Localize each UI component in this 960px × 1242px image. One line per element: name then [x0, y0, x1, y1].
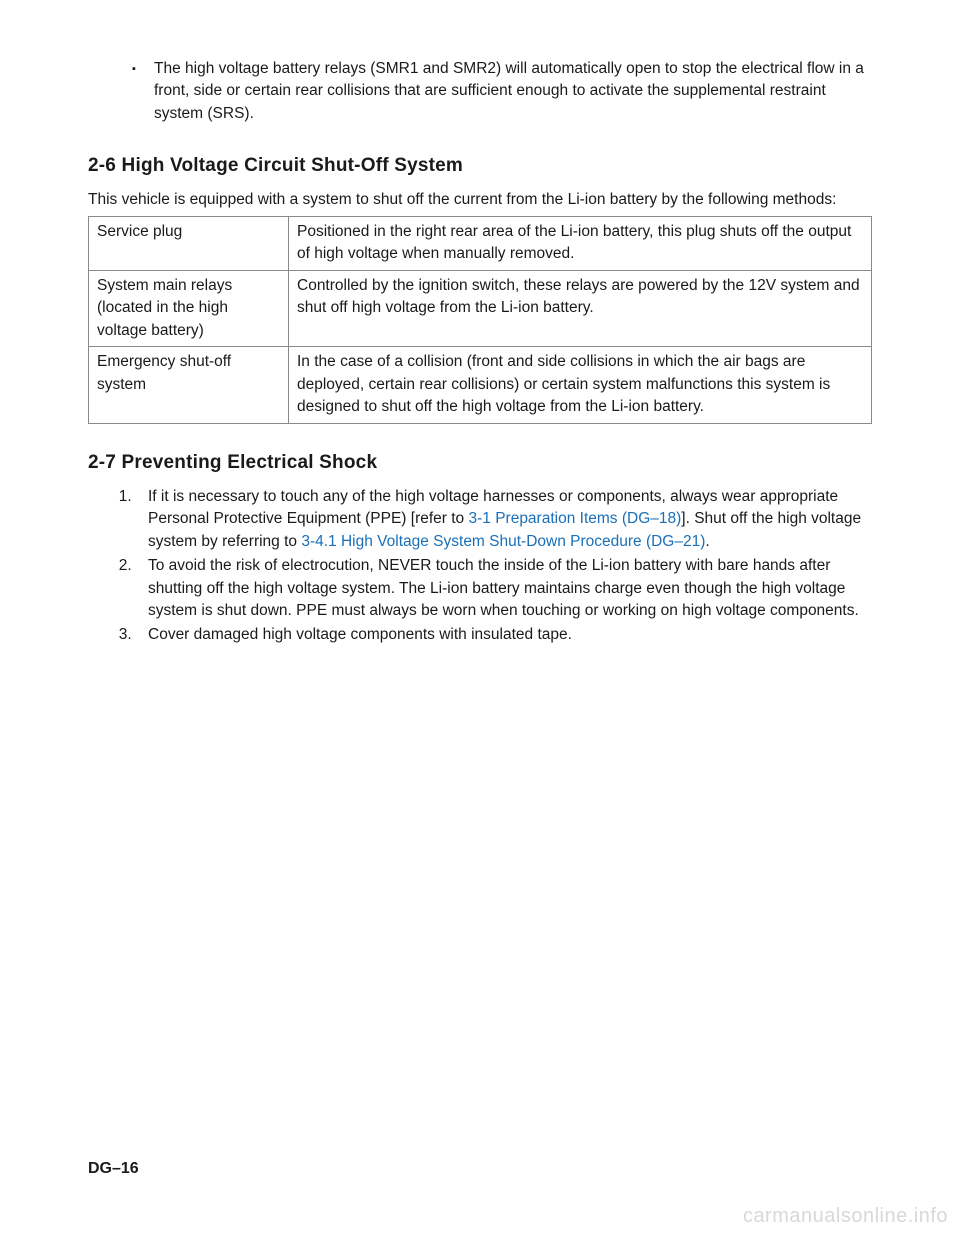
table-cell-desc: Controlled by the ignition switch, these… [289, 270, 872, 346]
li1-post: . [705, 533, 709, 550]
table-cell-name: System main relays (located in the high … [89, 270, 289, 346]
bullet-text: The high voltage battery relays (SMR1 an… [154, 58, 872, 125]
link-preparation-items[interactable]: 3-1 Preparation Items (DG–18) [468, 510, 681, 527]
page-number: DG–16 [88, 1160, 139, 1178]
watermark: carmanualsonline.info [743, 1205, 948, 1228]
section-2-7-heading: 2-7 Preventing Electrical Shock [88, 452, 872, 474]
section-2-6-intro: This vehicle is equipped with a system t… [88, 189, 872, 211]
table-row: Emergency shut-off system In the case of… [89, 347, 872, 423]
list-item: To avoid the risk of electrocution, NEVE… [136, 555, 872, 622]
top-bullet-block: ▪ The high voltage battery relays (SMR1 … [132, 58, 872, 125]
shutoff-table: Service plug Positioned in the right rea… [88, 216, 872, 424]
table-cell-desc: Positioned in the right rear area of the… [289, 216, 872, 270]
table-row: Service plug Positioned in the right rea… [89, 216, 872, 270]
list-item: Cover damaged high voltage components wi… [136, 624, 872, 646]
list-item: If it is necessary to touch any of the h… [136, 486, 872, 553]
table-cell-name: Emergency shut-off system [89, 347, 289, 423]
table-cell-name: Service plug [89, 216, 289, 270]
table-row: System main relays (located in the high … [89, 270, 872, 346]
link-shutdown-procedure[interactable]: 3-4.1 High Voltage System Shut-Down Proc… [301, 533, 705, 550]
page-content: ▪ The high voltage battery relays (SMR1 … [0, 0, 960, 709]
bullet-item: ▪ The high voltage battery relays (SMR1 … [132, 58, 872, 125]
bullet-marker: ▪ [132, 58, 154, 78]
section-2-6-heading: 2-6 High Voltage Circuit Shut-Off System [88, 155, 872, 177]
table-cell-desc: In the case of a collision (front and si… [289, 347, 872, 423]
numbered-list: If it is necessary to touch any of the h… [136, 486, 872, 647]
